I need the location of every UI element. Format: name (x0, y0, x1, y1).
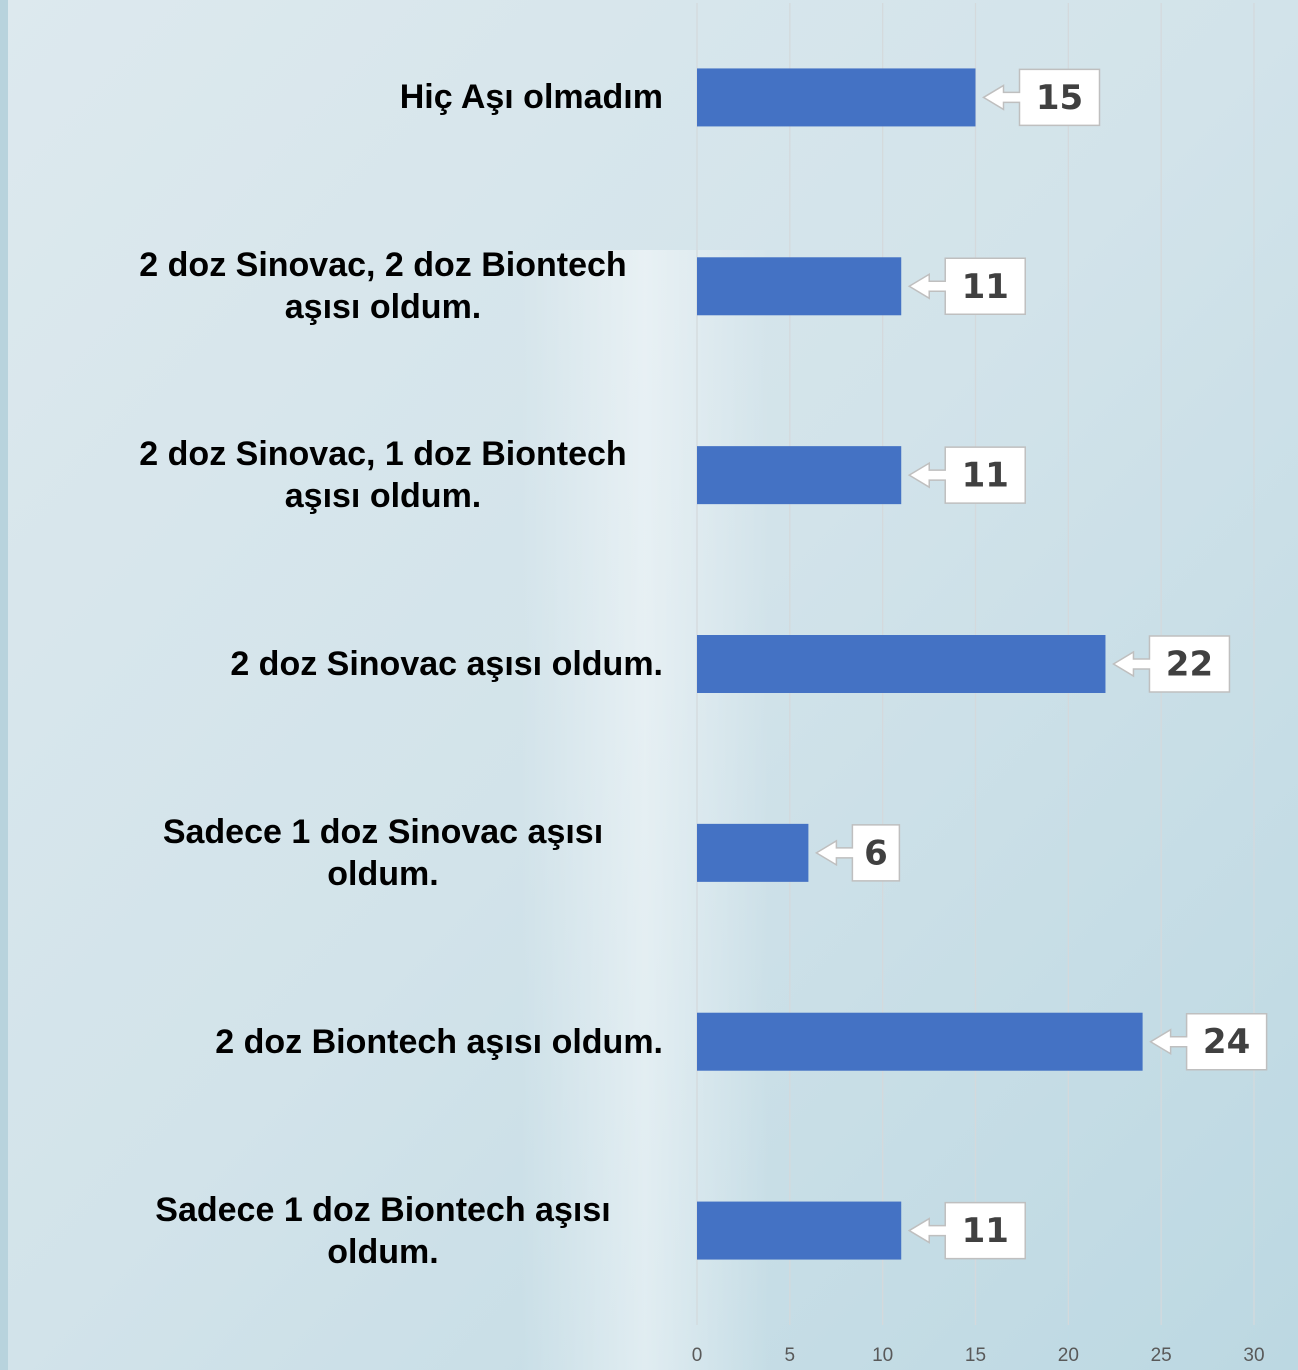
data-label: 11 (962, 1211, 1009, 1251)
chart-canvas: 0 5 10 15 20 25 30 15 11 11 22 6 24 11 (0, 0, 1298, 1370)
bar (697, 446, 901, 504)
y-tick-label: 2 doz Sinovac, 1 doz Biontech aşısı oldu… (103, 433, 663, 517)
x-tick-label: 15 (965, 1345, 986, 1366)
bar (697, 635, 1105, 693)
y-tick-label: Sadece 1 doz Sinovac aşısı oldum. (103, 811, 663, 895)
bar (697, 68, 976, 126)
y-tick-label: 2 doz Sinovac, 2 doz Biontech aşısı oldu… (103, 244, 663, 328)
chart: 0 5 10 15 20 25 30 15 11 11 22 6 24 11 Hiç Aşı olmadı… (0, 0, 1298, 1370)
data-label: 6 (864, 833, 888, 873)
x-tick-label: 10 (872, 1345, 893, 1366)
y-tick-label: Sadece 1 doz Biontech aşısı oldum. (103, 1189, 663, 1273)
x-tick-label: 25 (1151, 1345, 1172, 1366)
data-label: 22 (1166, 645, 1213, 685)
bar (697, 1202, 901, 1260)
y-tick-label: Hiç Aşı olmadım (400, 76, 663, 118)
x-tick-label: 0 (692, 1345, 703, 1366)
data-label: 11 (962, 267, 1009, 307)
x-tick-label: 30 (1243, 1345, 1264, 1366)
bar (697, 824, 808, 882)
bar (697, 1013, 1143, 1071)
x-tick-label: 20 (1058, 1345, 1079, 1366)
x-tick-label: 5 (785, 1345, 796, 1366)
data-label: 24 (1203, 1022, 1250, 1062)
y-tick-label: 2 doz Biontech aşısı oldum. (215, 1021, 663, 1063)
frame-edge (0, 0, 8, 1370)
y-tick-label: 2 doz Sinovac aşısı oldum. (230, 643, 663, 685)
bar (697, 257, 901, 315)
data-label: 11 (962, 456, 1009, 496)
data-label: 15 (1036, 78, 1083, 118)
